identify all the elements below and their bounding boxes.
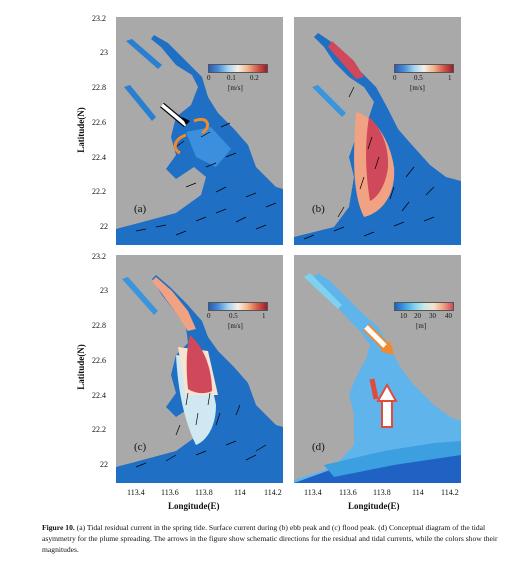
caption-label: Figure 10. <box>42 523 75 532</box>
ytick: 22.6 <box>92 118 106 127</box>
xtick: 113.6 <box>161 488 179 497</box>
vector-field <box>135 392 267 468</box>
ytick: 23 <box>100 286 108 295</box>
colorbar-tick: 20 <box>414 312 421 320</box>
colorbar-tick: 10 <box>400 312 407 320</box>
colorbar-tick: 1 <box>262 312 266 320</box>
panel-a-map <box>116 35 283 245</box>
colorbar-tick: 40 <box>445 312 452 320</box>
colorbar-tick: 0 <box>207 74 211 82</box>
colorbar-c <box>208 302 268 311</box>
colorbar-tick: 0 <box>207 312 211 320</box>
ytick: 22.2 <box>92 425 106 434</box>
xtick: 113.4 <box>127 488 145 497</box>
ytick: 22.4 <box>92 391 106 400</box>
colorbar-tick: 1 <box>448 74 452 82</box>
x-axis-label-right: Longitude(E) <box>348 501 400 511</box>
colorbar-tick: 0.5 <box>229 312 238 320</box>
xtick: 114 <box>412 488 424 497</box>
ytick: 22 <box>100 222 108 231</box>
colorbar-tick: 0.5 <box>414 74 423 82</box>
colorbar-unit: [m/s] <box>410 84 425 92</box>
ytick: 22.4 <box>92 153 106 162</box>
y-axis-label: Latitude(N) <box>75 107 86 153</box>
xtick: 113.6 <box>339 488 357 497</box>
y-axis-label-lower: Latitude(N) <box>75 344 86 390</box>
panel-label: (c) <box>134 441 147 453</box>
ytick: 22.8 <box>92 321 106 330</box>
xtick: 113.4 <box>304 488 322 497</box>
vector-field <box>303 86 435 240</box>
ytick: 22 <box>100 460 108 469</box>
caption-text: (a) Tidal residual current in the spring… <box>42 523 498 554</box>
estuary-water <box>116 35 283 245</box>
panel-d: 10 20 30 40 [m] (d) <box>294 255 461 483</box>
figure-caption: Figure 10. (a) Tidal residual current in… <box>42 522 512 555</box>
panel-b-map <box>294 33 461 245</box>
colorbar-tick: 0.1 <box>227 74 236 82</box>
panel-a: 0 0.1 0.2 [m/s] (a) <box>116 17 283 245</box>
conceptual-arrows <box>362 323 398 428</box>
colorbar-tick: 30 <box>429 312 436 320</box>
vector-field <box>135 122 277 236</box>
colorbar-d <box>394 302 454 311</box>
colorbar-tick: 0.2 <box>250 74 259 82</box>
ytick: 23.2 <box>92 14 106 23</box>
estuary-water <box>116 275 283 483</box>
colorbar-unit: [m/s] <box>228 322 243 330</box>
ytick: 22.8 <box>92 83 106 92</box>
panel-c-map <box>116 275 283 483</box>
colorbar-unit: [m/s] <box>228 84 243 92</box>
residual-arrows <box>160 102 210 155</box>
ytick: 22.2 <box>92 187 106 196</box>
ytick: 23 <box>100 48 108 57</box>
estuary-water <box>294 273 461 483</box>
estuary-water <box>294 33 461 245</box>
x-axis-label: Longitude(E) <box>168 501 220 511</box>
xtick: 114.2 <box>441 488 459 497</box>
colorbar-a <box>208 64 268 73</box>
panel-label: (d) <box>312 441 325 453</box>
xtick: 113.8 <box>373 488 391 497</box>
colorbar-tick: 0 <box>393 74 397 82</box>
panel-c: 0 0.5 1 [m/s] (c) <box>116 255 283 483</box>
ytick: 22.6 <box>92 356 106 365</box>
panel-d-map <box>294 273 461 483</box>
xtick: 114.2 <box>264 488 282 497</box>
panel-b: 0 0.5 1 [m/s] (b) <box>294 17 461 245</box>
colorbar-b <box>394 64 454 73</box>
ytick: 23.2 <box>92 252 106 261</box>
xtick: 113.8 <box>195 488 213 497</box>
colorbar-unit: [m] <box>416 322 427 330</box>
panel-label: (a) <box>134 203 147 215</box>
xtick: 114 <box>234 488 246 497</box>
panel-label: (b) <box>312 203 325 215</box>
